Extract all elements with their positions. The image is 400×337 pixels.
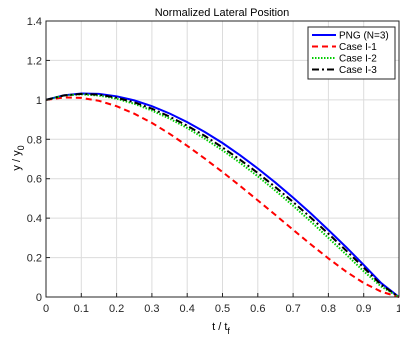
x-tick-label: 0.5 <box>215 303 230 315</box>
legend-label: PNG (N=3) <box>339 31 389 42</box>
y-tick-label: 0.8 <box>27 134 42 146</box>
x-tick-label: 0.9 <box>356 303 371 315</box>
chart-title: Normalized Lateral Position <box>155 7 290 19</box>
y-tick-label: 1 <box>36 95 42 107</box>
x-tick-label: 0.7 <box>285 303 300 315</box>
x-axis-label: t / tf <box>212 321 230 336</box>
y-tick-label: 0 <box>36 292 42 304</box>
x-axis-ticks: 0 0.1 0.2 0.3 0.4 0.5 0.6 0.7 0.8 0.9 1 <box>43 293 400 315</box>
legend-label: Case I-1 <box>339 42 377 53</box>
series-layer <box>45 92 400 298</box>
x-tick-label: 0 <box>43 303 49 315</box>
y-tick-label: 0.4 <box>27 213 42 225</box>
legend-label: Case I-3 <box>339 65 377 76</box>
y-axis-label-subscript: 0 <box>16 145 26 150</box>
series-line <box>45 93 400 298</box>
x-tick-label: 0.6 <box>250 303 265 315</box>
x-tick-label: 0.2 <box>109 303 124 315</box>
y-tick-label: 1.4 <box>27 16 42 28</box>
legend-label: Case I-2 <box>339 54 377 65</box>
x-axis-label-subscript: f <box>227 326 230 336</box>
y-axis-ticks: 0 0.2 0.4 0.6 0.8 1 1.2 1.4 <box>27 16 50 304</box>
y-tick-label: 0.6 <box>27 174 42 186</box>
x-tick-label: 0.4 <box>180 303 195 315</box>
x-tick-label: 0.8 <box>321 303 336 315</box>
y-axis-label: y / y0 <box>11 145 26 170</box>
x-tick-label: 1 <box>396 303 400 315</box>
y-tick-label: 0.2 <box>27 253 42 265</box>
series-line <box>45 92 400 298</box>
x-tick-label: 0.1 <box>74 303 89 315</box>
x-tick-label: 0.3 <box>144 303 159 315</box>
y-tick-label: 1.2 <box>27 55 42 67</box>
